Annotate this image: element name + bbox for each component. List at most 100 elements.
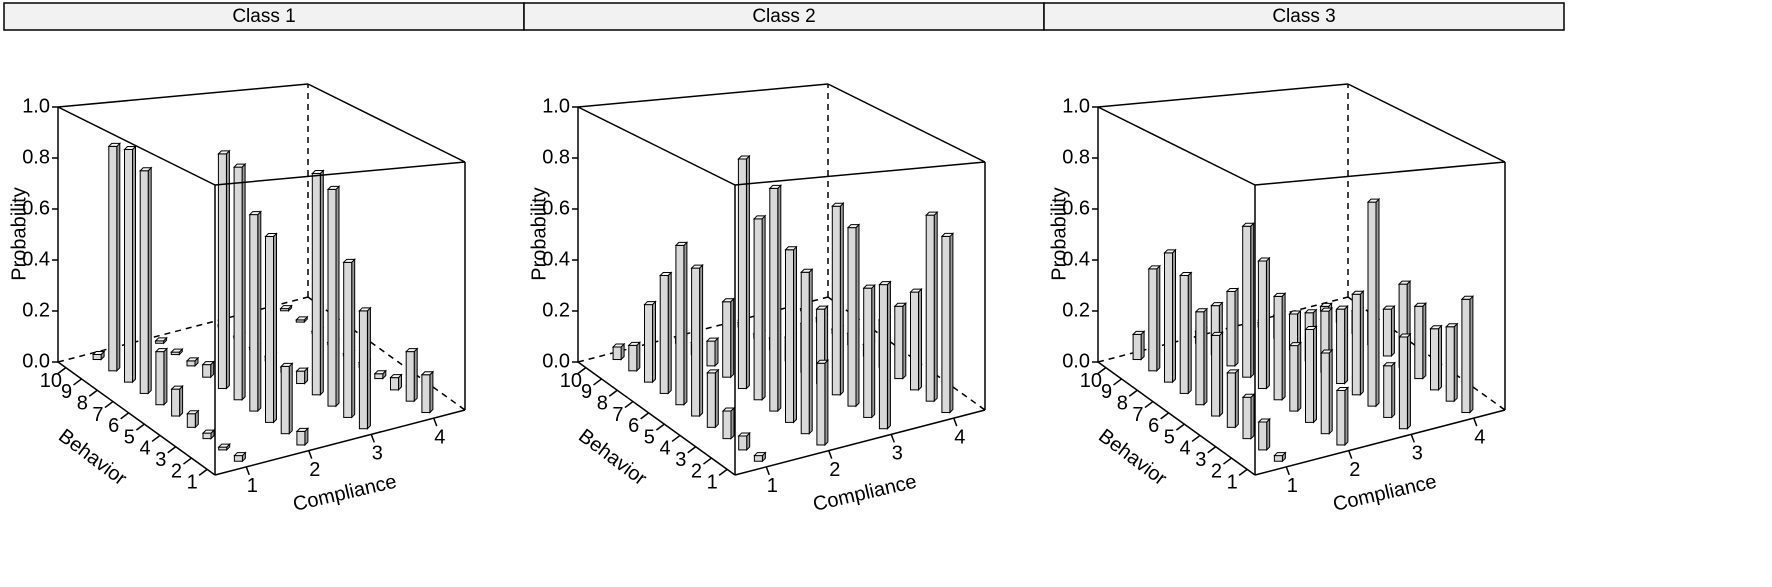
bar	[799, 268, 814, 435]
bar-top	[154, 348, 169, 353]
y-tick	[608, 389, 618, 397]
bar	[721, 297, 735, 379]
y-tick	[1238, 468, 1248, 476]
bar-face	[894, 305, 904, 380]
bar-face	[1132, 333, 1142, 361]
bar	[815, 359, 830, 447]
bar	[185, 356, 200, 368]
bar-top	[1398, 333, 1412, 338]
bar-top	[1429, 325, 1443, 330]
z-tick-label: 0.0	[22, 350, 50, 372]
bar-face	[1195, 311, 1205, 406]
bar-face	[186, 360, 196, 367]
box-edge	[1254, 161, 1506, 186]
bar-top	[1163, 249, 1177, 254]
bar	[217, 442, 231, 452]
x-tick-label: 4	[954, 426, 965, 448]
bar	[674, 241, 689, 406]
bar	[1241, 393, 1256, 440]
panel: Class 30.00.20.40.60.81.0123456789101234…	[1043, 2, 1565, 516]
panel-title: Class 2	[752, 6, 815, 27]
bar-top	[154, 337, 168, 342]
x-tick-label: 4	[1474, 426, 1485, 448]
bar-top	[1351, 290, 1365, 295]
y-tick	[167, 446, 177, 454]
x-tick-label: 3	[892, 443, 903, 465]
z-tick-label: 1.0	[542, 95, 570, 117]
y-tick	[671, 434, 681, 443]
bar	[123, 145, 137, 384]
bar-face	[1414, 305, 1424, 380]
bar-top	[123, 145, 137, 150]
y-tick	[1144, 400, 1154, 409]
bar-top	[1147, 265, 1162, 270]
y-tick-label: 7	[612, 404, 623, 426]
bar	[358, 306, 372, 430]
bar	[924, 210, 939, 403]
x-tick-label: 2	[1349, 459, 1360, 481]
bar	[311, 169, 325, 397]
bar-top	[862, 284, 876, 289]
bar	[1210, 331, 1224, 418]
z-axis-title: Probability	[528, 187, 550, 280]
bar-top	[1382, 362, 1396, 367]
bar	[1351, 290, 1365, 397]
bar-face	[753, 455, 763, 462]
bar-top	[658, 272, 673, 277]
z-tick-label: 0.4	[22, 248, 50, 270]
panel-header	[1043, 2, 1565, 31]
bar	[170, 384, 184, 418]
bar	[1319, 348, 1334, 435]
z-tick-label: 0.6	[1062, 197, 1090, 219]
bar	[1382, 361, 1396, 419]
bar	[342, 258, 356, 419]
bar	[233, 451, 247, 463]
bar-face	[343, 261, 353, 418]
bar-top	[799, 268, 814, 273]
y-tick-label: 8	[1117, 393, 1128, 415]
z-tick-label: 1.0	[1062, 95, 1090, 117]
bar-top	[1257, 257, 1271, 262]
bar-face	[1242, 225, 1252, 378]
bar-face	[659, 275, 669, 394]
bar-top	[831, 202, 845, 207]
bar-top	[264, 233, 278, 238]
y-tick-label: 1	[187, 472, 198, 494]
y-tick-label: 10	[1080, 370, 1102, 392]
bar-top	[1273, 452, 1287, 457]
y-tick	[718, 468, 728, 476]
y-tick	[1175, 423, 1185, 431]
bar-face	[1164, 252, 1173, 383]
bar-top	[706, 369, 720, 374]
y-tick-label: 3	[155, 449, 166, 471]
bar	[611, 342, 626, 361]
x-tick	[828, 450, 833, 459]
bar-face	[1226, 290, 1236, 367]
bar-top	[295, 367, 309, 372]
y-tick	[1160, 412, 1170, 420]
x-tick-label: 3	[1412, 443, 1423, 465]
bar	[721, 406, 736, 440]
bar-face	[644, 304, 653, 383]
bar-top	[185, 357, 200, 362]
bar	[862, 283, 876, 419]
axis-behavior	[1097, 361, 1256, 476]
bar-face	[1336, 308, 1346, 385]
bar-face	[124, 148, 133, 383]
y-axis-title: Behavior	[1094, 425, 1171, 490]
bar-top	[815, 359, 830, 364]
bar	[1429, 324, 1443, 392]
y-tick	[1097, 367, 1107, 375]
bar	[784, 245, 798, 424]
bar	[389, 373, 403, 392]
x-tick	[1410, 434, 1415, 443]
bar-face	[1273, 455, 1283, 462]
bar	[846, 223, 861, 408]
z-tick-label: 0.8	[1062, 146, 1090, 168]
bar	[705, 336, 720, 368]
y-tick-label: 8	[597, 393, 608, 415]
y-tick	[88, 389, 98, 397]
box-edge	[1097, 106, 1256, 186]
x-tick	[953, 417, 958, 427]
bar	[1460, 295, 1475, 414]
